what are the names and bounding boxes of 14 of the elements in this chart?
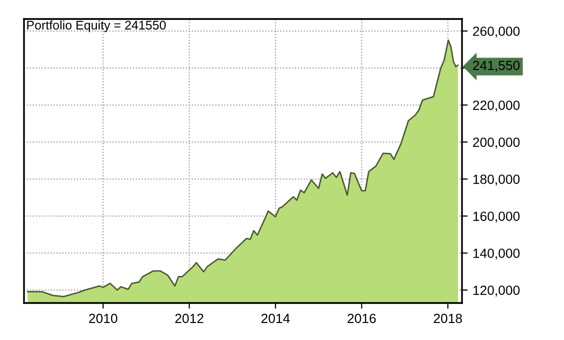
y-tick-label: 260,000 [473,26,520,38]
chart-title: Portfolio Equity = 241550 [27,20,166,32]
x-tick-label: 2018 [434,314,462,324]
y-tick-label: 120,000 [473,286,520,297]
x-tick-label: 2016 [348,314,376,324]
y-tick-label: 160,000 [473,212,520,223]
x-tick-label: 2012 [175,314,204,324]
x-tick-label: 2014 [261,314,290,324]
y-tick-label: 241,550 [473,60,520,72]
y-tick-label: 180,000 [473,174,520,186]
y-tick-label: 220,000 [473,100,520,112]
x-tick-label: 2010 [89,314,118,324]
y-tick-label: 200,000 [473,138,520,149]
y-tick-label: 140,000 [473,248,520,260]
